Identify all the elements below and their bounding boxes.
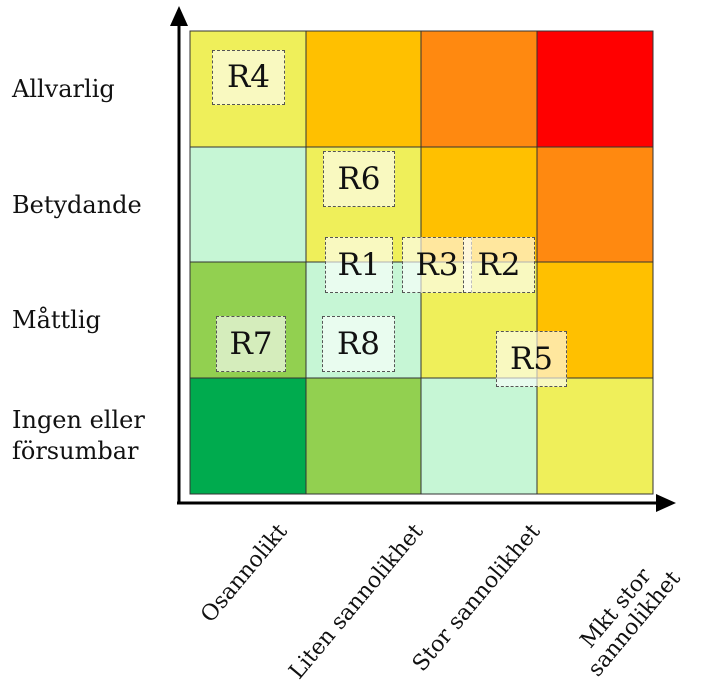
y-label-significant: Betydande xyxy=(12,191,142,219)
matrix-cell-r1-c4 xyxy=(536,30,654,148)
risk-matrix: Allvarlig Betydande Måttlig Ingen eller … xyxy=(12,6,686,684)
matrix-cell-r4-c3 xyxy=(420,377,538,495)
matrix-cell-r1-c3 xyxy=(420,30,538,148)
risk-tag-r6: R6 xyxy=(323,151,395,207)
risk-tag-r2: R2 xyxy=(463,237,535,293)
y-label-negligible: Ingen eller försumbar xyxy=(12,406,145,465)
risk-tag-r3: R3 xyxy=(402,237,472,293)
matrix-cell-r2-c4 xyxy=(536,146,654,263)
y-axis-arrow-icon xyxy=(170,6,188,26)
axes xyxy=(170,6,676,512)
risk-tag-r8: R8 xyxy=(322,316,395,372)
y-label-severe: Allvarlig xyxy=(12,75,115,103)
matrix-cell-r1-c2 xyxy=(305,30,422,148)
matrix-cell-r4-c2 xyxy=(305,377,422,495)
risk-tag-r4: R4 xyxy=(212,50,285,105)
matrix-cell-r2-c1 xyxy=(189,146,307,263)
risk-tag-r1: R1 xyxy=(325,237,393,293)
y-label-moderate: Måttlig xyxy=(12,306,101,334)
risk-tag-r7: R7 xyxy=(216,316,286,372)
matrix-cell-r4-c1 xyxy=(189,377,307,495)
risk-tag-r5: R5 xyxy=(496,331,567,387)
x-axis-arrow-icon xyxy=(656,494,676,512)
matrix-cell-r4-c4 xyxy=(536,377,654,495)
